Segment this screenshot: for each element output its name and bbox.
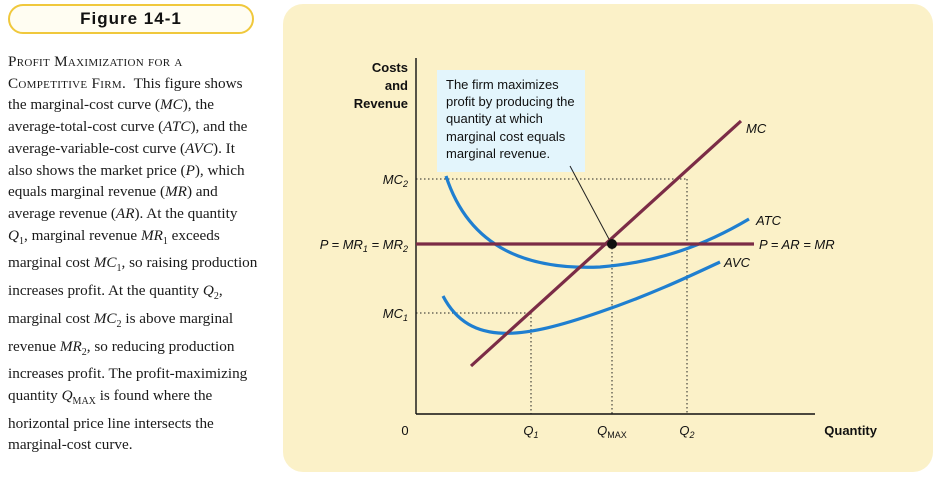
caption-fragment: is found where the horizontal price line… <box>8 387 214 454</box>
atc-curve <box>444 175 750 269</box>
caption-fragment: exceeds marginal cost <box>8 226 220 272</box>
caption-fragment: ) and average revenue ( <box>8 183 218 222</box>
y-axis-label-line1: Costs <box>372 60 408 75</box>
atc-label: ATC <box>755 213 782 228</box>
caption-body: This figure shows the marginal-cost curv… <box>8 75 257 454</box>
profit-max-point <box>607 239 617 249</box>
caption-fragment: MR <box>59 337 82 355</box>
caption-subscript: 2 <box>213 291 219 303</box>
x-tick-q1: Q1 <box>523 423 538 440</box>
y-axis-label-line2: and <box>385 78 408 93</box>
x-tick-q2: Q2 <box>679 423 694 440</box>
caption-title: Profit Maximization for a Competitive Fi… <box>8 53 183 92</box>
caption-fragment: MR <box>165 183 187 201</box>
caption-subscript: MAX <box>72 396 96 408</box>
caption-fragment: ). At the quantity <box>134 204 238 222</box>
caption-fragment: , so raising production increases profit… <box>8 254 258 300</box>
caption-fragment: ATC <box>163 118 191 136</box>
y-tick-mc2: MC2 <box>383 172 408 189</box>
caption-fragment: Q <box>61 387 73 404</box>
avc-label: AVC <box>723 255 751 270</box>
caption-fragment: ), which equals marginal revenue ( <box>8 161 245 201</box>
caption-fragment: This figure shows the marginal-cost curv… <box>8 74 243 114</box>
caption-fragment: , so reducing production increases profi… <box>8 337 248 404</box>
caption-subscript: 1 <box>116 263 122 275</box>
caption-fragment: , marginal revenue <box>23 226 141 244</box>
mc-label: MC <box>746 121 767 136</box>
figure-label: Figure 14-1 <box>8 4 254 34</box>
caption-fragment: ), the average-total-cost curve ( <box>8 96 214 136</box>
caption-subscript: 2 <box>81 346 87 358</box>
y-axis-label-line3: Revenue <box>354 96 408 111</box>
figure-caption: Profit Maximization for a Competitive Fi… <box>8 51 260 456</box>
caption-fragment: MC <box>93 309 117 327</box>
origin-label: 0 <box>401 423 408 438</box>
caption-subscript: 2 <box>116 318 122 330</box>
price-label: P = AR = MR <box>759 237 835 252</box>
x-tick-qmax: QMAX <box>597 423 627 440</box>
caption-fragment: ). It also shows the market price ( <box>8 139 235 179</box>
caption-fragment: MC <box>93 254 117 272</box>
x-axis-label: Quantity <box>824 423 877 438</box>
annotation-pointer <box>569 165 611 242</box>
y-tick-price: P = MR1 = MR2 <box>320 237 408 254</box>
annotation-text: The firm maximizes profit by producing t… <box>446 77 575 161</box>
annotation-box <box>437 70 585 172</box>
caption-fragment: MC <box>159 96 183 114</box>
caption-subscript: 1 <box>18 235 24 247</box>
caption-fragment: Q <box>8 226 19 244</box>
caption-subscript: 1 <box>162 235 168 247</box>
mc-curve <box>469 119 743 368</box>
caption-fragment: Q <box>202 282 214 300</box>
avc-curve <box>441 260 721 335</box>
caption-fragment: P <box>185 161 195 179</box>
caption-fragment: is above marginal revenue <box>8 309 234 355</box>
caption-fragment: , marginal cost <box>8 282 223 327</box>
caption-fragment: MR <box>140 226 163 244</box>
caption-fragment: AVC <box>185 139 214 157</box>
caption-fragment: AR <box>115 204 135 222</box>
caption-fragment: ), and the average-variable-cost curve ( <box>8 118 248 157</box>
y-tick-mc1: MC1 <box>383 306 408 323</box>
